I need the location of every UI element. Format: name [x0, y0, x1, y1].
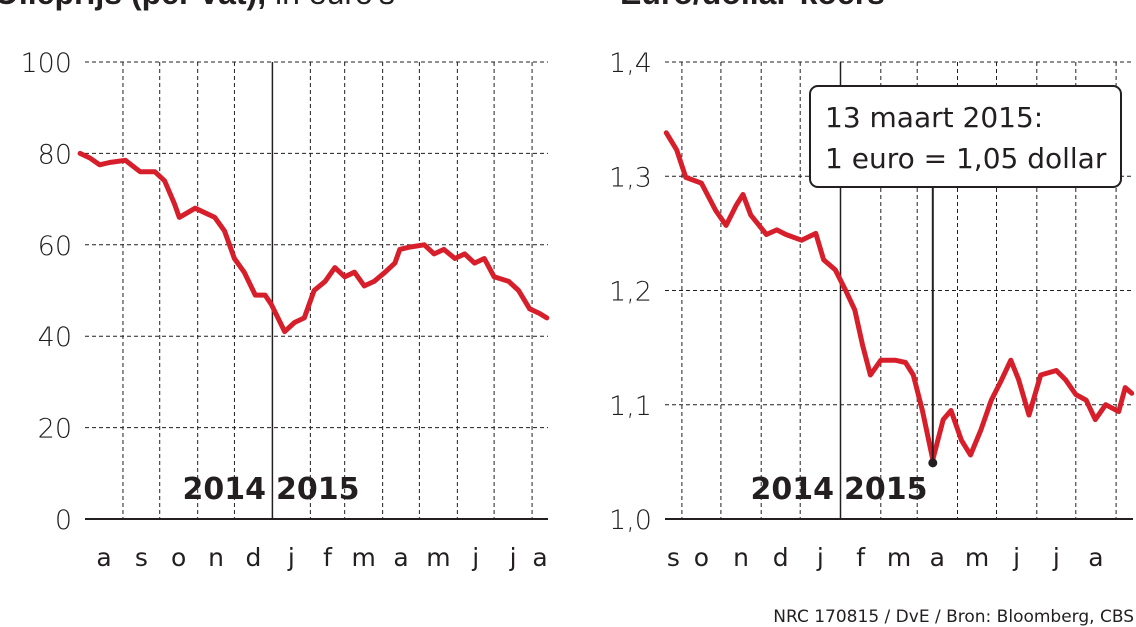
- x-month-label: f: [323, 543, 333, 572]
- annotation-box: [809, 85, 1122, 188]
- source-note: NRC 170815 / DvE / Bron: Bloomberg, CBS: [773, 607, 1134, 627]
- chart-title-eurusd: Euro/dollar-koers: [620, 0, 885, 11]
- x-month-label: d: [773, 543, 789, 572]
- chart-title-oil: Olieprijs (per vat), in euro's: [0, 0, 395, 11]
- y-tick-label: 80: [38, 139, 72, 170]
- y-tick-label: 1,4: [609, 48, 652, 79]
- y-tick-label: 1,3: [609, 162, 652, 193]
- year-label: 2015: [844, 472, 928, 507]
- year-label: 2015: [276, 472, 360, 507]
- y-tick-label: 1,1: [609, 391, 652, 422]
- annotation-line2: 1 euro = 1,05 dollar: [825, 142, 1107, 175]
- x-month-label: a: [96, 543, 111, 572]
- y-tick-label: 60: [38, 231, 72, 262]
- x-month-label: j: [471, 543, 479, 572]
- year-label: 2014: [751, 472, 835, 507]
- y-tick-label: 40: [38, 322, 72, 353]
- x-month-label: j: [816, 543, 824, 572]
- x-month-label: o: [171, 543, 186, 572]
- x-month-label: j: [1052, 543, 1060, 572]
- x-month-label: j: [509, 543, 517, 572]
- x-month-label: s: [667, 543, 680, 572]
- y-tick-label: 1,2: [609, 277, 652, 308]
- y-tick-label: 20: [38, 414, 72, 445]
- x-month-label: j: [1012, 543, 1020, 572]
- annotation-line1: 13 maart 2015:: [825, 101, 1043, 134]
- x-month-label: m: [426, 543, 450, 572]
- x-month-label: a: [393, 543, 408, 572]
- x-month-label: s: [135, 543, 148, 572]
- x-month-label: a: [532, 543, 547, 572]
- x-month-label: n: [733, 543, 749, 572]
- x-month-label: j: [287, 543, 295, 572]
- x-month-label: d: [245, 543, 261, 572]
- x-month-label: f: [856, 543, 866, 572]
- x-month-label: o: [694, 543, 709, 572]
- x-month-label: n: [208, 543, 224, 572]
- year-label: 2014: [183, 472, 267, 507]
- y-tick-label: 100: [20, 48, 72, 79]
- y-tick-label: 0: [55, 505, 72, 536]
- annotation-dot: [928, 458, 938, 468]
- x-month-label: m: [887, 543, 911, 572]
- x-month-label: a: [1088, 543, 1103, 572]
- series-line: [663, 130, 1135, 463]
- x-month-label: m: [351, 543, 375, 572]
- series-line: [77, 150, 550, 335]
- x-month-label: a: [930, 543, 945, 572]
- x-month-label: m: [965, 543, 989, 572]
- y-tick-label: 1,0: [609, 505, 652, 536]
